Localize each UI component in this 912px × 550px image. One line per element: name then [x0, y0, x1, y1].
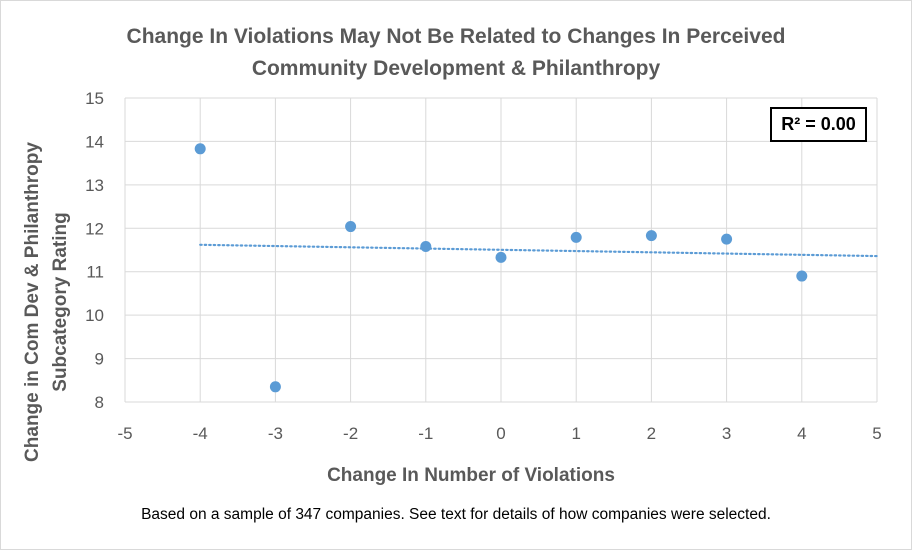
- data-point: [345, 221, 357, 233]
- data-point: [269, 381, 281, 393]
- y-axis-title: Change in Com Dev & Philanthropy Subcate…: [22, 142, 71, 462]
- x-tick-label: 1: [571, 424, 580, 443]
- x-tick-label: -3: [268, 424, 283, 443]
- y-tick-label: 10: [85, 306, 104, 325]
- y-tick-label: 15: [85, 89, 104, 108]
- x-tick-label: 4: [797, 424, 806, 443]
- y-tick-label: 11: [86, 263, 104, 282]
- x-tick-labels: -5 -4 -3 -2 -1 0 1 2 3 4 5: [117, 424, 881, 443]
- y-axis-title-line-2: Subcategory Rating: [50, 212, 71, 391]
- y-tick-label: 8: [95, 393, 104, 412]
- trendline: [199, 243, 879, 258]
- x-tick-label: 3: [722, 424, 731, 443]
- chart-title-line-1: Change In Violations May Not Be Related …: [126, 25, 786, 48]
- y-tick-label: 13: [85, 176, 104, 195]
- y-tick-label: 9: [95, 350, 104, 369]
- x-tick-label: -5: [117, 424, 132, 443]
- chart-title-line-2: Community Development & Philanthropy: [251, 57, 661, 80]
- data-point: [194, 143, 206, 155]
- y-tick-label: 12: [85, 219, 104, 238]
- chart-title: Change In Violations May Not Be Related …: [1, 21, 911, 85]
- x-tick-label: 2: [647, 424, 656, 443]
- x-tick-label: -2: [343, 424, 358, 443]
- x-tick-label: -1: [418, 424, 433, 443]
- data-points: [194, 143, 808, 393]
- r-squared-label: R² = 0.00: [770, 107, 867, 142]
- data-point: [721, 233, 733, 245]
- y-axis-title-line-1: Change in Com Dev & Philanthropy: [22, 142, 43, 462]
- data-point: [796, 270, 808, 282]
- data-point: [495, 251, 507, 263]
- y-tick-labels: 8 9 10 11 12 13 14 15: [85, 89, 104, 412]
- footnote: Based on a sample of 347 companies. See …: [141, 506, 771, 523]
- grid-lines: [124, 97, 878, 403]
- data-point: [570, 231, 582, 243]
- y-tick-label: 14: [85, 132, 104, 151]
- trendline-layer: [199, 243, 879, 258]
- data-point: [420, 241, 432, 253]
- x-tick-label: 0: [496, 424, 505, 443]
- x-tick-label: 5: [872, 424, 881, 443]
- x-tick-label: -4: [193, 424, 208, 443]
- x-axis-title: Change In Number of Violations: [327, 465, 615, 486]
- data-point: [645, 230, 657, 242]
